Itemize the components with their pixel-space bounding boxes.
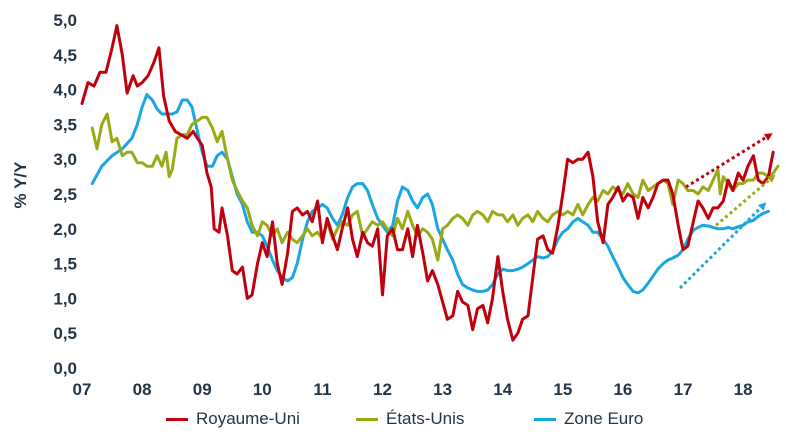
legend-swatch-uk (166, 417, 188, 421)
legend: Royaume-Uni États-Unis Zone Euro (0, 404, 786, 434)
y-tick-label: 4,5 (53, 46, 77, 65)
y-tick-label: 3,5 (53, 115, 77, 134)
trend-arrows (678, 133, 776, 290)
y-tick-label: 1,0 (53, 289, 77, 308)
legend-item-ez: Zone Euro (534, 404, 643, 434)
y-tick-label: 0,0 (53, 359, 77, 378)
x-tick-label: 11 (313, 380, 331, 399)
x-tick-label: 14 (493, 380, 512, 399)
series-line-uk (80, 24, 775, 342)
y-axis-ticks: 0,0 0,5 1,0 1,5 2,0 2,5 3,0 3,5 4,0 4,5 5,0 (53, 11, 77, 378)
series-lines (80, 24, 780, 342)
y-tick-label: 3,0 (53, 150, 77, 169)
legend-item-uk: Royaume-Uni (166, 404, 300, 434)
x-axis-ticks: 07 08 09 10 11 12 13 14 15 16 17 18 (73, 380, 753, 399)
x-tick-label: 15 (553, 380, 572, 399)
y-tick-label: 0,5 (53, 324, 77, 343)
legend-swatch-us (356, 417, 378, 421)
x-tick-label: 12 (373, 380, 392, 399)
legend-swatch-ez (534, 417, 556, 421)
legend-label-uk: Royaume-Uni (196, 409, 300, 428)
legend-label-us: États-Unis (386, 409, 465, 428)
x-tick-label: 08 (133, 380, 152, 399)
series-line-ez (90, 93, 770, 295)
trend-arrow-us (715, 174, 776, 227)
legend-label-ez: Zone Euro (564, 409, 644, 428)
legend-item-us: États-Unis (356, 404, 464, 434)
y-tick-label: 2,5 (53, 185, 77, 204)
x-tick-label: 17 (674, 380, 693, 399)
series-line-us (90, 112, 780, 262)
y-axis-label: % Y/Y (11, 161, 30, 209)
trend-arrow-uk (685, 133, 773, 189)
y-tick-label: 4,0 (53, 81, 77, 100)
y-tick-label: 5,0 (53, 11, 77, 30)
x-tick-label: 10 (253, 380, 272, 399)
x-tick-label: 13 (433, 380, 452, 399)
x-tick-label: 16 (613, 380, 632, 399)
x-tick-label: 18 (734, 380, 753, 399)
y-tick-label: 1,5 (53, 255, 77, 274)
x-tick-label: 09 (193, 380, 212, 399)
y-tick-label: 2,0 (53, 220, 77, 239)
x-tick-label: 07 (73, 380, 92, 399)
trend-arrow-ez (678, 202, 767, 290)
